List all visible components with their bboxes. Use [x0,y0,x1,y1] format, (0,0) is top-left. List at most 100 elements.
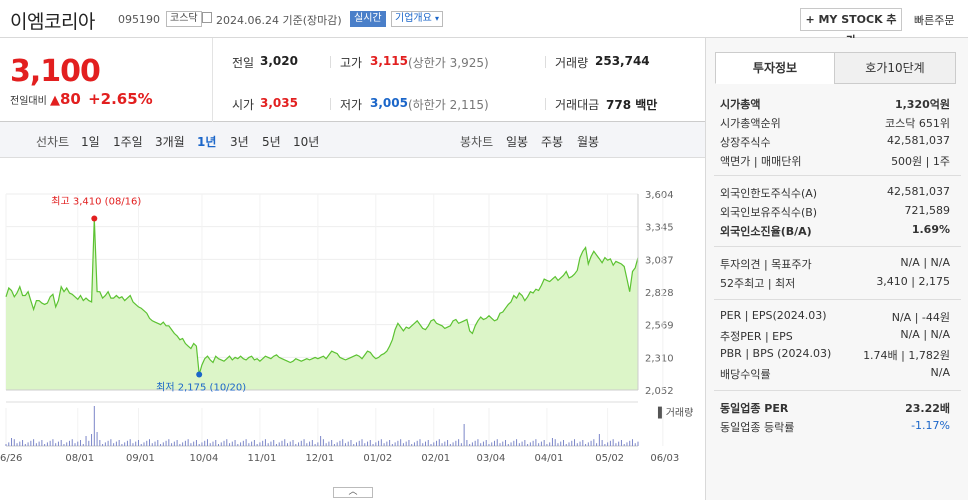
info-row-label: 외국인보유주식수(B) [720,206,818,219]
info-row-value: 3,410 | 2,175 [876,275,950,288]
info-row: 동일업종 등락률 -1.17% [720,419,950,435]
candle-daily[interactable]: 일봉 [506,135,529,149]
price-change: 전일대비 ▲80 +2.65% [10,90,153,108]
period-3m[interactable]: 3개월 [155,135,185,149]
info-row-label: 배당수익률 [720,368,771,381]
tab-orderbook[interactable]: 호가10단계 [834,52,956,84]
volume-value: 253,744 [595,54,650,68]
low-label: 저가 [340,98,363,112]
x-tick-label: 03/04 [477,453,506,464]
info-row: 상장주식수 42,581,037 [720,134,950,150]
info-row: 외국인보유주식수(B) 721,589 [720,204,950,220]
low-marker [196,371,203,378]
candle-monthly[interactable]: 월봉 [577,135,600,149]
info-row: 액면가 | 매매단위 500원 | 1주 [720,153,950,169]
info-row-value: 23.22배 [905,402,950,415]
info-row-label: 추정PER | EPS [720,330,793,343]
info-row-value: 1,320억원 [894,98,950,111]
x-tick-label: 06/03 [650,453,679,464]
period-5y[interactable]: 5년 [262,135,281,149]
high-value: 3,115 [370,54,408,68]
volume-legend: ▌거래량 [657,406,693,419]
low-annotation: 최저 2,175 (10/20) [156,381,246,393]
lower-limit: (하한가 2,115) [408,98,489,112]
y-tick-label: 3,345 [645,223,674,234]
period-1w[interactable]: 1주일 [113,135,143,149]
info-row-label: 외국인소진율(B/A) [720,225,812,238]
info-row: PER | EPS(2024.03) N/A | -44원 [720,309,950,324]
info-row: 52주최고 | 최저 3,410 | 2,175 [720,275,950,291]
volume-label: 거래량 [555,56,589,70]
tab-investment-info[interactable]: 투자정보 [715,52,835,84]
calendar-icon [202,12,212,23]
info-row-label: PBR | BPS (2024.03) [720,347,832,360]
info-row: 배당수익률 N/A [720,366,950,382]
info-row: 시가총액 1,320억원 [720,96,950,112]
chevron-up-icon: ︿ [348,487,358,497]
quick-order-button[interactable]: 빠른주문 [914,14,955,27]
info-row-value: N/A | N/A [900,256,950,269]
info-row-value: 721,589 [904,204,951,217]
period-1d[interactable]: 1일 [81,135,100,149]
info-divider [714,299,961,300]
info-row-value: N/A | N/A [900,328,950,341]
open-value: 3,035 [260,96,298,110]
info-divider [714,390,961,391]
current-price: 3,100 [10,54,101,89]
info-row-label: 시가총액 [720,98,761,111]
info-row-value: 42,581,037 [887,185,950,198]
info-row: PBR | BPS (2024.03) 1.74배 | 1,782원 [720,347,950,362]
candle-weekly[interactable]: 주봉 [541,135,564,149]
stock-header: 이엠코리아 095190 코스닥 2024.06.24 기준(장마감) 실시간 … [0,0,968,47]
info-row-label: 투자의견 | 목표주가 [720,258,812,271]
y-tick-label: 2,310 [645,353,674,364]
price-area-fill [6,218,638,390]
info-row-value: 42,581,037 [887,134,950,147]
realtime-button[interactable]: 실시간 [350,11,386,27]
price-chart-svg: 3,604 3,345 3,087 2,828 2,569 2,310 2,052 06/26… [0,190,693,464]
candle-chart-label: 봉차트 [460,135,494,149]
info-row: 투자의견 | 목표주가 N/A | N/A [720,256,950,272]
x-tick-label: 06/26 [0,453,22,464]
collapse-chart-button[interactable]: ︿ [333,487,373,498]
x-tick-label: 02/01 [421,453,450,464]
y-tick-label: 2,569 [645,321,674,332]
x-tick-label: 11/01 [247,453,276,464]
period-3y[interactable]: 3년 [230,135,249,149]
company-info-button[interactable]: 기업개요 ▾ [391,11,444,27]
info-row-value: N/A [930,366,950,379]
info-row: 추정PER | EPS N/A | N/A [720,328,950,344]
amount-label: 거래대금 [555,98,600,112]
open-label: 시가 [232,98,255,112]
info-row-value: 코스닥 651위 [885,117,950,130]
x-tick-label: 12/01 [305,453,334,464]
prev-close-label: 전일 [232,56,255,70]
x-tick-label: 04/01 [535,453,564,464]
line-chart-label: 선차트 [36,135,70,149]
y-tick-label: 3,604 [645,190,674,201]
price-chart[interactable]: 3,604 3,345 3,087 2,828 2,569 2,310 2,052 06/26… [0,158,705,500]
add-mystock-button[interactable]: + MY STOCK 추가 [800,8,902,47]
info-row-label: 상장주식수 [720,136,771,149]
x-tick-label: 09/01 [126,453,155,464]
info-row-label: 동일업종 PER [720,402,789,415]
x-tick-label: 10/04 [190,453,219,464]
info-row-label: PER | EPS(2024.03) [720,309,827,322]
chevron-down-icon: ▾ [435,14,440,23]
info-divider [714,246,961,247]
info-row-value: 1.74배 | 1,782원 [863,349,950,362]
prev-close-value: 3,020 [260,54,298,68]
info-row-label: 52주최고 | 최저 [720,277,796,290]
x-tick-label: 08/01 [65,453,94,464]
amount-value: 778 백만 [606,98,658,112]
period-10y[interactable]: 10년 [293,135,320,149]
info-row-label: 동일업종 등락률 [720,421,795,434]
y-tick-label: 3,087 [645,255,674,266]
y-tick-label: 2,828 [645,288,674,299]
period-1y[interactable]: 1년 [197,135,217,149]
y-tick-label: 2,052 [645,386,674,397]
high-label: 고가 [340,56,363,70]
upper-limit: (상한가 3,925) [408,56,489,70]
info-row: 시가총액순위 코스닥 651위 [720,115,950,131]
